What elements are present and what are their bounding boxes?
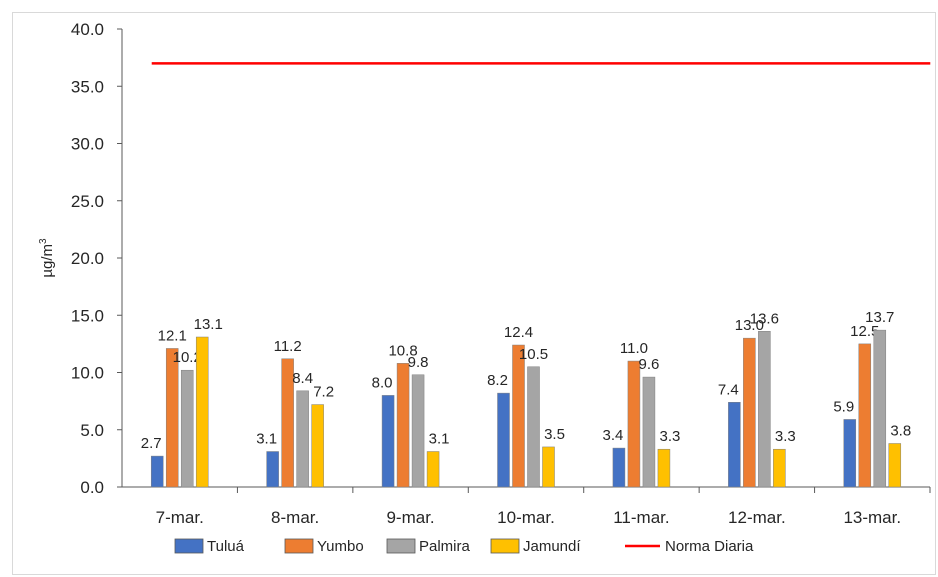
data-label: 3.3 [659,428,680,445]
bar-jamund [888,443,902,488]
data-label: 8.4 [292,370,313,387]
data-label: 7.4 [718,381,739,398]
data-label: 11.2 [274,338,302,355]
y-tick-label: 20.0 [71,249,104,268]
data-label: 3.8 [890,422,911,439]
bar-jamund [311,404,324,488]
y-tick-label: 0.0 [80,478,104,497]
bar-palmira [411,374,425,488]
bar-palmira [873,329,887,488]
bar-palmira [296,390,309,488]
y-tick-label: 25.0 [71,192,104,211]
bar-tulu [266,451,279,488]
legend-label: Palmira [419,538,471,555]
bar-jamund [657,448,671,488]
x-tick-label: 12-mar. [728,508,786,527]
bar-yumbo [281,358,294,488]
data-label: 12.1 [158,327,187,344]
x-tick-label: 8-mar. [271,508,319,527]
data-label: 3.5 [544,426,565,443]
data-label: 12.4 [504,324,533,341]
bar-tulu [381,395,395,488]
bar-yumbo [165,348,179,488]
data-label: 8.2 [487,372,508,389]
bar-yumbo [396,363,410,488]
bar-jamund [426,451,440,488]
data-label: 11.0 [620,340,648,357]
bar-yumbo [512,344,525,488]
legend-swatch [490,538,520,554]
y-tick-label: 35.0 [71,77,104,96]
data-label: 13.1 [194,316,223,333]
data-label: 3.3 [775,428,796,445]
data-label: 5.9 [833,398,854,415]
bar-yumbo [743,337,756,488]
legend-swatch [284,538,314,554]
x-tick-label: 9-mar. [386,508,434,527]
legend-swatch [174,538,204,554]
data-label: 10.2 [173,349,202,366]
legend-label: Yumbo [317,538,364,555]
y-axis-title: µg/m3 [38,238,56,278]
data-label: 2.7 [141,435,162,452]
data-label: 9.6 [638,356,659,373]
data-label: 10.5 [519,346,548,363]
data-label: 13.6 [750,310,779,327]
y-tick-label: 40.0 [71,20,104,39]
data-label: 3.1 [256,431,277,448]
y-tick-label: 15.0 [71,306,104,325]
bar-yumbo [627,360,641,488]
legend-swatch [386,538,416,554]
y-tick-label: 30.0 [71,135,104,154]
bar-tulu [728,402,741,488]
x-tick-label: 13-mar. [843,508,901,527]
data-label: 10.8 [388,342,417,359]
bar-jamund [542,446,555,488]
data-label: 3.4 [602,427,623,444]
bar-tulu [612,447,626,488]
bar-yumbo [858,343,872,488]
bar-tulu [843,419,857,488]
legend-label: Jamundí [523,538,581,555]
bar-jamund [195,336,209,488]
data-label: 9.8 [408,354,429,371]
data-label: 13.0 [735,317,764,334]
legend-label: Tuluá [207,538,245,555]
data-label: 13.7 [865,309,894,326]
data-label: 8.0 [372,374,393,391]
y-axis-title-text: µg/m [39,244,56,278]
legend-label: Norma Diaria [665,538,754,555]
y-tick-label: 5.0 [80,421,104,440]
y-tick-label: 10.0 [71,364,104,383]
data-label: 12.5 [850,323,879,340]
bar-palmira [527,366,540,488]
bar-palmira [758,331,771,488]
bar-tulu [497,392,510,488]
bar-tulu [150,455,164,488]
bar-palmira [642,376,656,488]
data-label: 7.2 [313,384,334,401]
data-label: 3.1 [429,431,450,448]
y-axis-title-superscript: 3 [38,238,49,244]
x-tick-label: 7-mar. [156,508,204,527]
bar-jamund [773,448,786,488]
x-tick-label: 10-mar. [497,508,555,527]
x-tick-label: 11-mar. [613,508,669,527]
bar-palmira [180,369,194,488]
